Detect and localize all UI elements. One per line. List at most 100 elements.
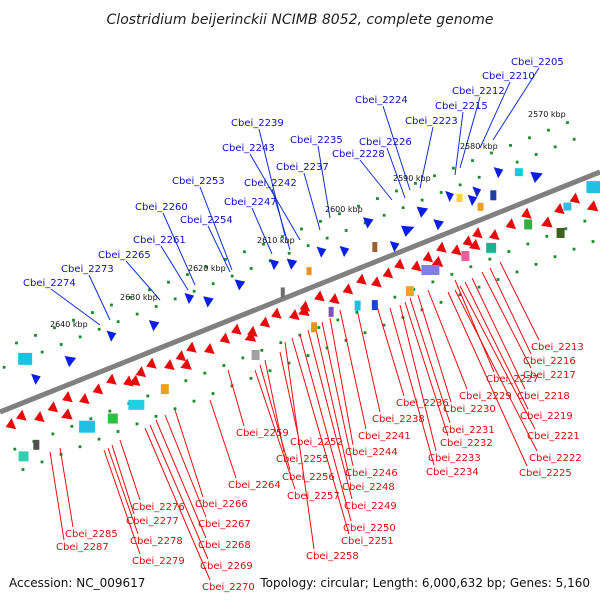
tick-dot: [458, 183, 462, 187]
gene-label: Cbei_2205: [511, 57, 564, 68]
label-leader-line: [103, 449, 141, 555]
reverse-gene-arrow: [382, 267, 394, 279]
reverse-gene-arrow: [451, 244, 462, 256]
forward-gene-arrow: [203, 296, 214, 308]
tick-dot: [108, 409, 112, 413]
tick-dot: [414, 181, 417, 185]
label-leader-line: [162, 212, 196, 286]
label-leader-line: [251, 207, 273, 255]
gene-label: Cbei_2264: [228, 480, 281, 491]
tick-dot: [420, 308, 424, 312]
label-leader-line: [160, 245, 189, 291]
tick-dot: [547, 128, 550, 132]
tick-dot: [281, 235, 284, 238]
rna-gene-block: [280, 287, 285, 298]
tick-dot: [243, 250, 246, 254]
kbp-marker-label: 2620 kbp: [188, 264, 226, 273]
reverse-gene-arrow: [462, 235, 474, 247]
tick-dot: [591, 240, 595, 243]
reverse-gene-arrow: [61, 408, 73, 420]
gene-label: Cbei_2212: [452, 86, 505, 97]
tick-dot: [338, 212, 341, 216]
rna-gene-block: [372, 242, 378, 253]
gene-label: Cbei_2221: [527, 431, 580, 442]
tick-dot: [262, 242, 265, 246]
reverse-gene-arrow: [431, 255, 444, 268]
label-leader-line: [389, 307, 435, 466]
tick-dot: [325, 236, 329, 240]
tick-dot: [583, 219, 587, 223]
tick-dot: [439, 191, 443, 194]
kbp-marker-label: 2590 kbp: [393, 174, 431, 183]
tick-dot: [526, 242, 530, 246]
label-leader-line: [125, 260, 161, 301]
reverse-gene-arrow: [231, 323, 242, 335]
rna-gene-block: [306, 267, 312, 276]
tick-dot: [534, 262, 538, 266]
rna-gene-block: [556, 227, 565, 238]
tick-dot: [572, 247, 576, 251]
tick-dot: [496, 278, 500, 281]
gene-label: Cbei_2223: [405, 116, 458, 127]
accession-text: Accession: NC_009617: [9, 576, 145, 590]
tick-dot: [59, 343, 63, 346]
label-leader-line: [174, 409, 204, 498]
tick-dot: [488, 257, 492, 261]
tick-dot: [154, 414, 158, 418]
gene-label: Cbei_2250: [343, 523, 396, 534]
gene-label: Cbei_2259: [236, 428, 289, 439]
rna-gene-block: [461, 250, 470, 261]
label-leader-line: [459, 96, 481, 169]
position-tick-dots: [2, 121, 595, 471]
reverse-gene-arrow: [489, 228, 500, 241]
backbone-line: [0, 169, 600, 415]
gene-label: Cbei_2257: [287, 491, 340, 502]
rna-gene-block: [490, 190, 497, 201]
tick-dot: [382, 213, 386, 217]
forward-gene-arrow: [530, 171, 543, 184]
gene-label: Cbei_2256: [282, 472, 335, 483]
label-leader-line: [404, 301, 449, 437]
tick-dot: [91, 311, 94, 314]
tick-dot: [420, 198, 424, 202]
label-leader-line: [50, 288, 101, 326]
gene-label: Cbei_2266: [195, 499, 248, 510]
tick-dot: [469, 265, 473, 269]
tick-dot: [553, 255, 557, 259]
forward-gene-arrow: [472, 186, 482, 198]
gene-label: Cbei_2241: [358, 431, 411, 442]
label-leader-line: [284, 341, 315, 550]
tick-dot: [205, 265, 208, 269]
tick-dot: [167, 280, 170, 284]
rna-gene-block: [354, 300, 361, 311]
gene-label: Cbei_2234: [426, 467, 479, 478]
tick-dot: [116, 320, 120, 324]
reverse-gene-arrow: [436, 241, 447, 253]
gene-label: Cbei_2273: [61, 264, 114, 275]
label-leader-line: [374, 299, 405, 397]
forward-gene-arrow: [184, 293, 195, 305]
rna-gene-block: [79, 420, 96, 433]
tick-dot: [211, 392, 215, 395]
map-title: Clostridium beijerinckii NCIMB 8052, com…: [107, 12, 494, 28]
gene-label: Cbei_2238: [372, 414, 425, 425]
label-leader-line: [481, 271, 532, 369]
tick-dot: [336, 318, 340, 322]
tick-dot: [211, 282, 215, 286]
label-leader-line: [454, 289, 538, 452]
tick-dot: [572, 137, 576, 141]
reverse-gene-arrow: [146, 357, 157, 369]
tick-dot: [268, 369, 272, 373]
tick-dot: [21, 468, 25, 471]
gene-label: Cbei_2229: [459, 391, 512, 402]
label-leader-line: [382, 105, 411, 191]
label-leader-line: [321, 321, 354, 467]
tick-dot: [51, 432, 55, 436]
label-leader-line: [419, 126, 434, 189]
gene-label: Cbei_2217: [523, 370, 576, 381]
reverse-gene-arrow: [411, 260, 422, 272]
rna-gene-block: [18, 451, 29, 462]
label-leader-line: [254, 369, 296, 490]
rna-gene-block: [328, 306, 334, 317]
gene-label: Cbei_2270: [202, 582, 255, 593]
